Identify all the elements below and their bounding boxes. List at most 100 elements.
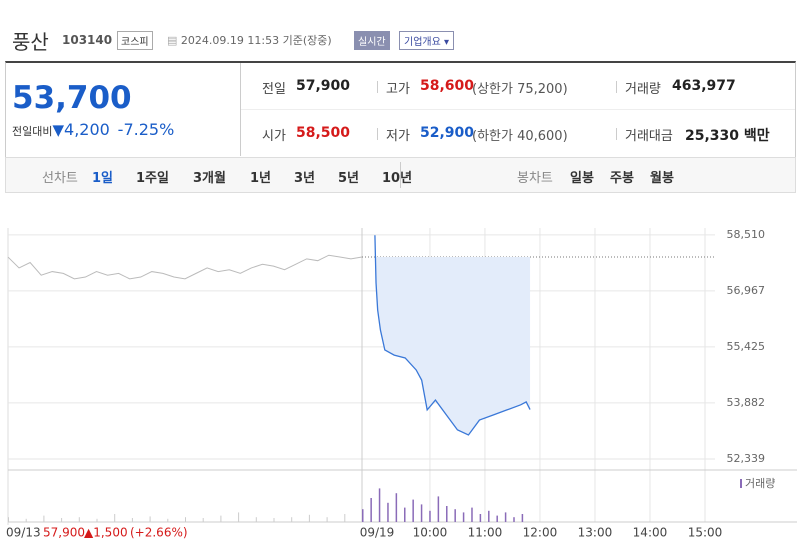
- tab[interactable]: 5년: [338, 171, 360, 186]
- stat-note: (상한가 75,200): [472, 82, 568, 97]
- tab[interactable]: 일봉: [570, 171, 594, 186]
- change-value: 4,200: [64, 120, 110, 139]
- y-tick-label: 53,882: [727, 396, 766, 409]
- tab[interactable]: 월봉: [650, 171, 674, 186]
- footer-change-pct: (+2.66%): [130, 526, 188, 540]
- stat-label: 저가: [386, 129, 410, 144]
- divider: [241, 109, 795, 110]
- volume-bar: [446, 506, 448, 522]
- y-tick-label: 56,967: [727, 284, 766, 297]
- volume-bar: [362, 509, 364, 522]
- volume-bar: [429, 510, 431, 522]
- x-tick-label: 11:00: [468, 526, 503, 540]
- volume-bar: [387, 502, 389, 522]
- stock-code: 103140: [62, 33, 113, 47]
- stat-value: 58,600: [420, 78, 475, 94]
- stat-value: 58,500: [296, 125, 351, 141]
- volume-bar: [114, 514, 116, 522]
- volume-bar: [496, 515, 498, 522]
- change: 전일대비▼4,200 -7.25%: [12, 120, 175, 139]
- volume-bar: [238, 512, 240, 522]
- change-label: 전일대비: [12, 125, 53, 138]
- divider: [377, 81, 378, 93]
- volume-bar: [291, 517, 293, 522]
- timestamp: ▤ 2024.09.19 11:53 기준(장중): [167, 34, 332, 47]
- tab[interactable]: 주봉: [610, 171, 634, 186]
- realtime-badge[interactable]: 실시간: [354, 31, 390, 50]
- tab[interactable]: 3년: [294, 171, 316, 186]
- stat-value: 57,900: [296, 78, 351, 94]
- drawdown-area: [374, 235, 531, 435]
- volume-bar: [78, 517, 80, 522]
- company-info-button[interactable]: 기업개요 ▾: [399, 31, 455, 50]
- stock-name: 풍산: [12, 30, 49, 54]
- stat-label: 전일: [262, 82, 286, 97]
- stat-label: 거래량: [625, 82, 661, 97]
- volume-bar: [185, 517, 186, 522]
- divider: [616, 128, 617, 140]
- divider: [616, 81, 617, 93]
- company-info-text: 기업개요: [404, 37, 441, 48]
- tab[interactable]: 1년: [250, 171, 272, 186]
- stat-value: 25,330 백만: [685, 128, 770, 144]
- stat-label: 거래대금: [625, 129, 673, 144]
- volume-bar: [437, 496, 440, 522]
- volume-bar: [344, 514, 346, 522]
- legend-label: 거래량: [745, 477, 775, 490]
- volume-bar: [25, 518, 27, 522]
- timestamp-text: 2024.09.19 11:53 기준(장중): [180, 34, 332, 47]
- volume-bar: [488, 510, 490, 522]
- volume-bar: [149, 516, 151, 522]
- stat-label: 고가: [386, 82, 410, 97]
- divider: [377, 128, 378, 140]
- volume-bar: [370, 498, 372, 522]
- tab[interactable]: 1일: [92, 171, 114, 186]
- x-tick-label: 10:00: [413, 526, 448, 540]
- stat-label: 시가: [262, 129, 286, 144]
- volume-bar: [462, 512, 465, 522]
- volume-bar: [420, 504, 423, 522]
- volume-bar: [61, 518, 63, 522]
- footer-close: 57,900: [43, 526, 85, 540]
- footer-change: ▲1,500: [84, 526, 128, 540]
- volume-bar: [220, 515, 222, 522]
- volume-bar: [96, 518, 98, 522]
- volume-bar: [255, 517, 257, 522]
- divider: [240, 63, 241, 156]
- change-pct: -7.25%: [117, 120, 175, 139]
- volume-bar: [454, 509, 456, 522]
- volume-bar: [131, 518, 133, 522]
- volume-bar: [395, 493, 398, 522]
- stat-value: 52,900: [420, 125, 475, 141]
- y-tick-label: 55,425: [727, 340, 766, 353]
- session-label: 09/19: [360, 526, 395, 540]
- stat-note: (하한가 40,600): [472, 129, 568, 144]
- tab[interactable]: 10년: [382, 171, 413, 186]
- x-tick-label: 13:00: [578, 526, 613, 540]
- volume-bar: [513, 517, 515, 522]
- prev-day-line: [7, 254, 363, 280]
- volume-bar: [504, 512, 507, 522]
- divider: [400, 162, 401, 188]
- tab-group-label: 봉차트: [517, 171, 553, 186]
- volume-bar: [521, 514, 524, 522]
- tab[interactable]: 3개월: [193, 171, 226, 186]
- volume-bar: [412, 499, 414, 522]
- price: 53,700: [12, 80, 132, 116]
- x-tick-label: 12:00: [523, 526, 558, 540]
- volume-bar: [43, 515, 45, 522]
- volume-bar: [404, 507, 406, 522]
- volume-bar: [8, 517, 9, 522]
- tab-group-label: 선차트: [42, 171, 78, 186]
- price-line: [374, 235, 531, 436]
- volume-bar: [308, 514, 310, 522]
- y-tick-label: 58,510: [727, 228, 766, 241]
- stat-value: 463,977: [672, 78, 736, 94]
- volume-bar: [378, 488, 381, 522]
- tab[interactable]: 1주일: [136, 171, 169, 186]
- y-tick-label: 52,339: [727, 452, 766, 465]
- volume-bar: [167, 518, 169, 522]
- volume-bar: [326, 517, 328, 522]
- volume-bar: [479, 514, 482, 522]
